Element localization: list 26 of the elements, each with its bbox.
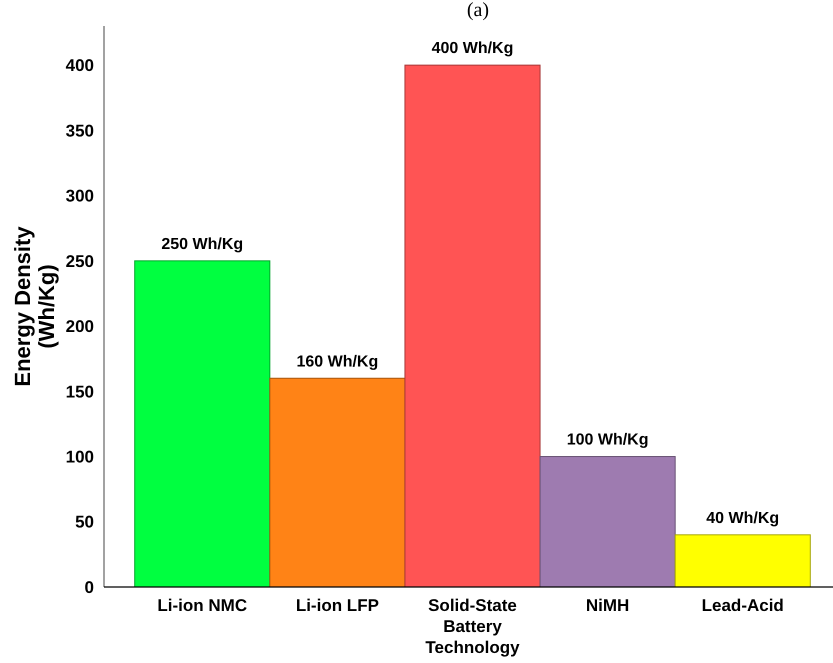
y-tick-label: 50 <box>75 512 94 532</box>
y-tick-label: 200 <box>66 317 94 336</box>
y-tick-label: 250 <box>66 252 94 271</box>
data-label: 400 Wh/Kg <box>432 40 514 58</box>
data-label: 160 Wh/Kg <box>296 353 378 370</box>
bar <box>540 456 676 588</box>
data-label: 250 Wh/Kg <box>161 236 244 253</box>
y-tick-label: 150 <box>66 382 94 402</box>
y-axis-title: Energy Density (Wh/Kg) <box>10 226 59 387</box>
y-tick-label: 350 <box>66 121 94 140</box>
y-tick-label: 0 <box>84 578 94 597</box>
x-tick-label: NiMH <box>586 596 630 615</box>
y-tick-label: 100 <box>66 447 94 466</box>
data-label: 100 Wh/Kg <box>566 432 649 449</box>
data-label: 40 Wh/Kg <box>706 510 780 527</box>
bar <box>404 64 541 588</box>
x-tick-label: Solid-State Battery Technology <box>425 596 520 657</box>
chart-title: (a) <box>466 0 490 21</box>
x-tick-label: Li-ion LFP <box>296 596 379 615</box>
bar <box>674 534 811 588</box>
y-tick-label: 300 <box>66 186 94 206</box>
x-tick-label: Li-ion NMC <box>157 596 248 615</box>
y-tick-label: 400 <box>66 56 94 76</box>
bar <box>269 378 406 588</box>
x-tick-label: Lead-Acid <box>702 596 784 615</box>
bar <box>134 260 270 588</box>
